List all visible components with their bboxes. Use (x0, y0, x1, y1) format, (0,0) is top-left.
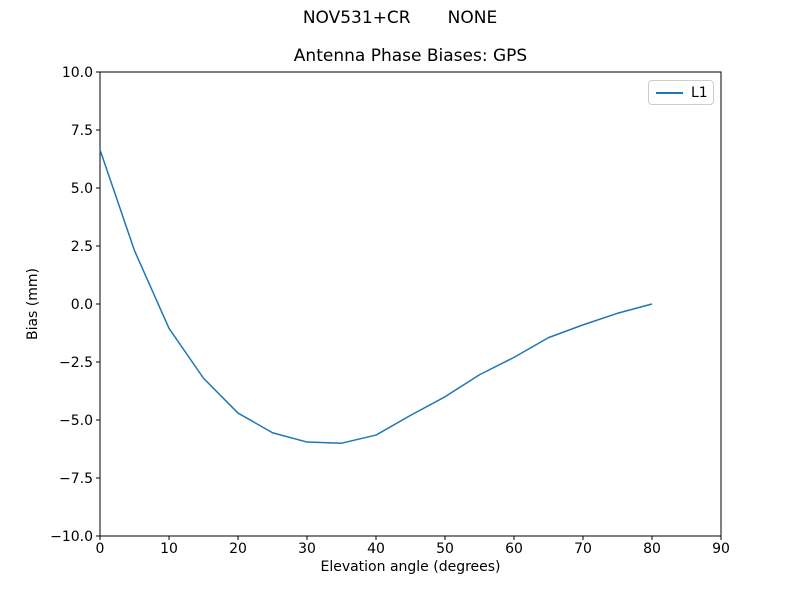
x-tick-label: 70 (574, 541, 592, 557)
y-tick-label: 7.5 (71, 123, 93, 139)
y-tick-label: 10.0 (62, 65, 93, 81)
legend: L1 (648, 80, 714, 105)
axes-spines (99, 71, 722, 537)
figure-title: NOV531+CR NONE (0, 8, 800, 28)
figure-title-left: NOV531+CR (302, 8, 411, 28)
x-tick-label: 60 (505, 541, 523, 557)
y-tick-label: −2.5 (59, 355, 93, 371)
x-tick-label: 0 (96, 541, 105, 557)
x-axis-label: Elevation angle (degrees) (320, 559, 501, 575)
y-tick-label: 5.0 (71, 181, 93, 197)
y-tick-label: −7.5 (59, 471, 93, 487)
figure-title-right: NONE (447, 8, 498, 28)
x-tick-label: 50 (436, 541, 454, 557)
x-tick-label: 20 (229, 541, 247, 557)
x-tick-label: 10 (160, 541, 178, 557)
series-line-L1 (99, 149, 653, 444)
legend-line-swatch (656, 91, 683, 94)
y-tick-label: −5.0 (59, 413, 93, 429)
chart-title: Antenna Phase Biases: GPS (293, 46, 528, 66)
x-tick-label: 30 (298, 541, 316, 557)
y-tick-label: 2.5 (71, 239, 93, 255)
x-tick-label: 90 (712, 541, 730, 557)
x-tick-label: 40 (367, 541, 385, 557)
y-tick-label: −10.0 (50, 529, 93, 545)
x-tick-label: 80 (643, 541, 661, 557)
legend-label: L1 (691, 84, 708, 101)
y-tick-label: 0.0 (71, 297, 93, 313)
y-axis-label: Bias (mm) (25, 267, 41, 341)
